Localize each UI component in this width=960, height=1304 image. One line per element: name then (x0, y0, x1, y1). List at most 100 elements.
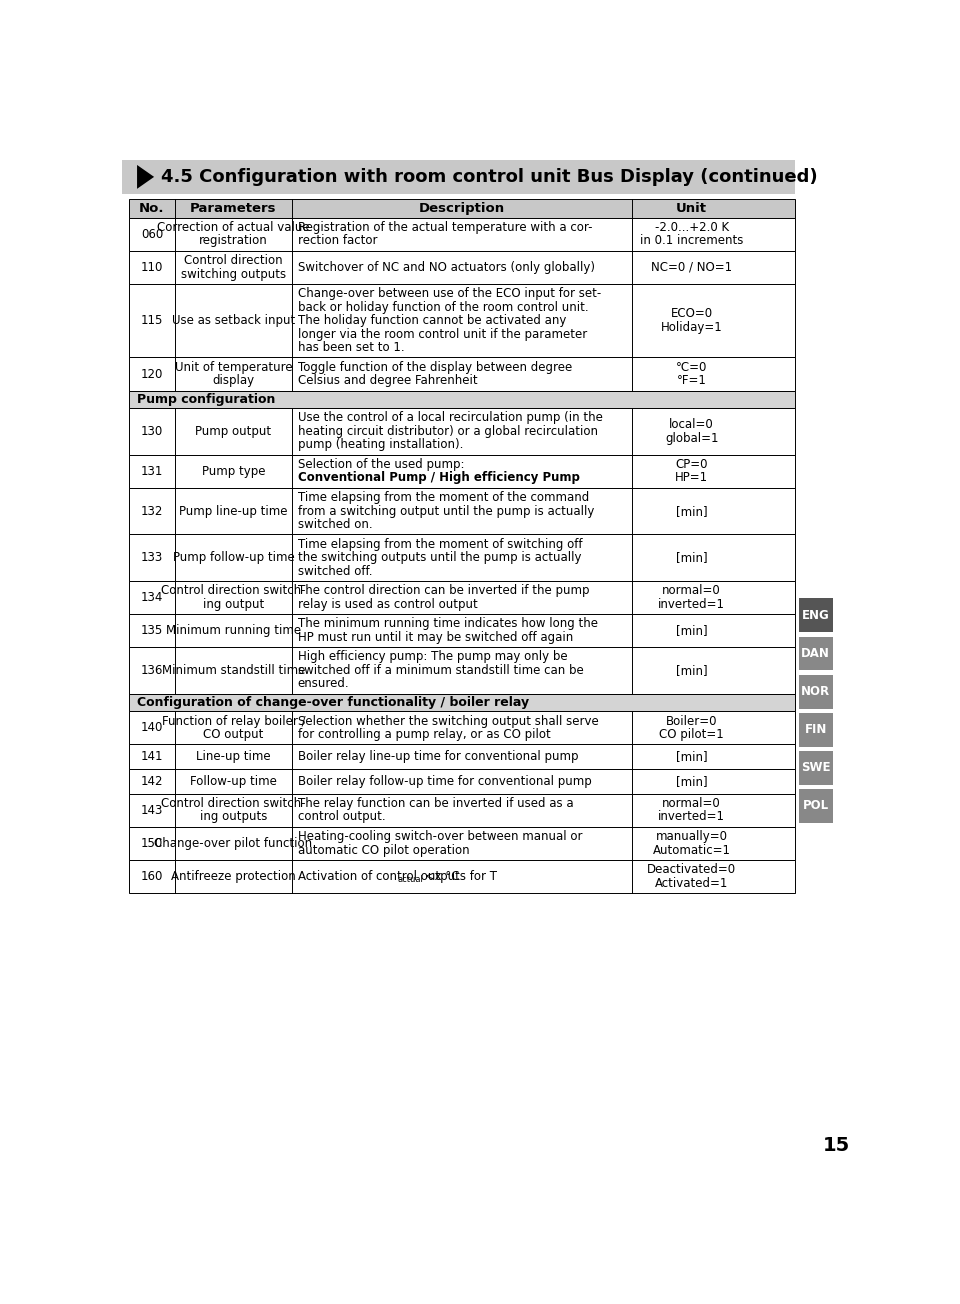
Text: [min]: [min] (676, 552, 708, 565)
Text: back or holiday function of the room control unit.: back or holiday function of the room con… (298, 301, 588, 314)
Text: HP=1: HP=1 (675, 472, 708, 485)
Text: Minimum running time: Minimum running time (166, 625, 301, 638)
Text: DAN: DAN (802, 647, 830, 660)
Text: from a switching output until the pump is actually: from a switching output until the pump i… (298, 505, 594, 518)
Text: 131: 131 (141, 464, 163, 477)
Text: Boiler=0: Boiler=0 (666, 715, 717, 728)
Text: control output.: control output. (298, 811, 385, 823)
Text: Follow-up time: Follow-up time (190, 775, 276, 788)
Text: Heating-cooling switch-over between manual or: Heating-cooling switch-over between manu… (298, 831, 583, 844)
Text: 115: 115 (141, 314, 163, 327)
Text: has been set to 1.: has been set to 1. (298, 342, 404, 355)
Text: <x °C: <x °C (420, 870, 459, 883)
Bar (799, 713, 833, 747)
Text: Time elapsing from the moment of switching off: Time elapsing from the moment of switchi… (298, 537, 583, 550)
Text: Toggle function of the display between degree: Toggle function of the display between d… (298, 361, 572, 374)
Bar (130, 647, 795, 694)
Text: FIN: FIN (804, 724, 827, 737)
Text: 142: 142 (141, 775, 163, 788)
Text: The minimum running time indicates how long the: The minimum running time indicates how l… (298, 617, 598, 630)
Text: -2.0...+2.0 K: -2.0...+2.0 K (655, 220, 729, 233)
Text: Registration of the actual temperature with a cor-: Registration of the actual temperature w… (298, 220, 592, 233)
Text: NC=0 / NO=1: NC=0 / NO=1 (651, 261, 732, 274)
Bar (130, 488, 795, 535)
Text: ing outputs: ing outputs (200, 811, 267, 823)
Text: 4.5 Configuration with room control unit Bus Display (continued): 4.5 Configuration with room control unit… (161, 168, 818, 186)
Text: inverted=1: inverted=1 (659, 811, 725, 823)
Bar (130, 198, 795, 218)
Text: High efficiency pump: The pump may only be: High efficiency pump: The pump may only … (298, 651, 567, 664)
Bar (799, 674, 833, 708)
Text: display: display (212, 374, 254, 387)
Text: Pump line-up time: Pump line-up time (180, 505, 288, 518)
Bar (122, 159, 795, 194)
Text: Pump output: Pump output (196, 425, 272, 438)
Text: NOR: NOR (802, 685, 830, 698)
Text: for controlling a pump relay, or as CO pilot: for controlling a pump relay, or as CO p… (298, 728, 550, 741)
Text: [min]: [min] (676, 775, 708, 788)
Text: SWE: SWE (801, 762, 830, 775)
Text: The relay function can be inverted if used as a: The relay function can be inverted if us… (298, 797, 573, 810)
Text: CO pilot=1: CO pilot=1 (660, 728, 724, 741)
Text: normal=0: normal=0 (662, 584, 721, 597)
Bar (130, 694, 795, 711)
Text: 136: 136 (141, 664, 163, 677)
Bar (130, 218, 795, 250)
Text: switched off if a minimum standstill time can be: switched off if a minimum standstill tim… (298, 664, 584, 677)
Text: 140: 140 (141, 721, 163, 734)
Text: Conventional Pump / High efficiency Pump: Conventional Pump / High efficiency Pump (298, 472, 580, 485)
Text: pump (heating installation).: pump (heating installation). (298, 438, 463, 451)
Text: longer via the room control unit if the parameter: longer via the room control unit if the … (298, 327, 587, 340)
Text: Parameters: Parameters (190, 202, 276, 215)
Bar (799, 599, 833, 632)
Text: 130: 130 (141, 425, 163, 438)
Text: switched on.: switched on. (298, 518, 372, 531)
Text: global=1: global=1 (665, 432, 718, 445)
Text: 135: 135 (141, 625, 163, 638)
Bar (130, 827, 795, 859)
Text: °F=1: °F=1 (677, 374, 707, 387)
Text: The control direction can be inverted if the pump: The control direction can be inverted if… (298, 584, 589, 597)
Text: HP must run until it may be switched off again: HP must run until it may be switched off… (298, 631, 573, 644)
Text: Control direction switch-: Control direction switch- (161, 797, 305, 810)
Text: 110: 110 (141, 261, 163, 274)
Text: Use as setback input: Use as setback input (172, 314, 295, 327)
Text: Antifreeze protection: Antifreeze protection (171, 870, 296, 883)
Bar (799, 636, 833, 670)
Bar (799, 789, 833, 823)
Text: Minimum standstill time: Minimum standstill time (162, 664, 305, 677)
Text: heating circuit distributor) or a global recirculation: heating circuit distributor) or a global… (298, 425, 598, 438)
Text: Configuration of change-over functionality / boiler relay: Configuration of change-over functionali… (137, 696, 529, 709)
Bar (130, 769, 795, 794)
Text: CP=0: CP=0 (676, 458, 708, 471)
Text: Switchover of NC and NO actuators (only globally): Switchover of NC and NO actuators (only … (298, 261, 595, 274)
Text: Change-over pilot function: Change-over pilot function (155, 837, 313, 850)
Text: 15: 15 (824, 1136, 851, 1154)
Text: Control direction: Control direction (184, 254, 283, 267)
Text: ensured.: ensured. (298, 678, 349, 690)
Text: Unit: Unit (676, 202, 708, 215)
Bar (130, 614, 795, 647)
Text: Activated=1: Activated=1 (655, 876, 729, 889)
Bar (130, 582, 795, 614)
Text: [min]: [min] (676, 664, 708, 677)
Text: ing output: ing output (203, 597, 264, 610)
Text: No.: No. (139, 202, 165, 215)
Polygon shape (137, 164, 155, 189)
Bar (799, 751, 833, 785)
Text: 141: 141 (141, 750, 163, 763)
Text: Use the control of a local recirculation pump (in the: Use the control of a local recirculation… (298, 411, 603, 424)
Text: rection factor: rection factor (298, 235, 377, 248)
Text: relay is used as control output: relay is used as control output (298, 597, 477, 610)
Text: Line-up time: Line-up time (196, 750, 271, 763)
Text: Holiday=1: Holiday=1 (660, 321, 723, 334)
Text: Pump type: Pump type (202, 464, 265, 477)
Bar (130, 711, 795, 745)
Text: 120: 120 (141, 368, 163, 381)
Bar (130, 535, 795, 582)
Text: Description: Description (419, 202, 505, 215)
Text: [min]: [min] (676, 625, 708, 638)
Text: Control direction switch-: Control direction switch- (161, 584, 305, 597)
Text: Pump configuration: Pump configuration (137, 393, 276, 406)
Text: The holiday function cannot be activated any: The holiday function cannot be activated… (298, 314, 566, 327)
